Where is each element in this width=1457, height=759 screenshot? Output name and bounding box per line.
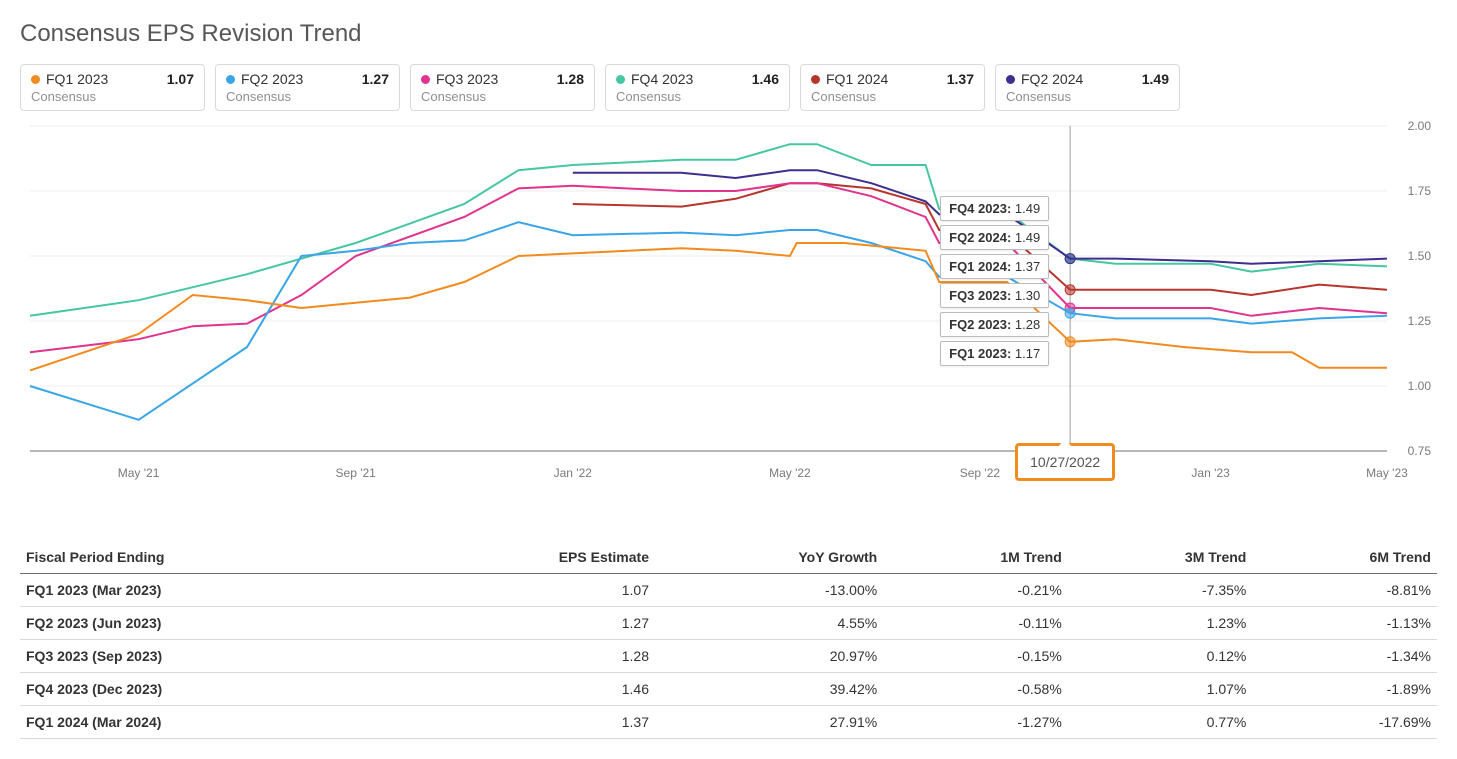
table-cell: -0.11%: [883, 607, 1068, 640]
legend-dot-icon: [31, 75, 40, 84]
legend-dot-icon: [1006, 75, 1015, 84]
legend-sub: Consensus: [616, 89, 779, 104]
table-cell: 1.07: [398, 574, 655, 607]
tooltip-item: FQ2 2023: 1.28: [940, 312, 1049, 337]
svg-text:May '22: May '22: [769, 466, 811, 480]
table-cell: 1.23%: [1068, 607, 1253, 640]
date-callout: 10/27/2022: [1015, 443, 1115, 481]
table-header[interactable]: 6M Trend: [1252, 541, 1437, 574]
table-cell: FQ2 2023 (Jun 2023): [20, 607, 398, 640]
legend-card-2[interactable]: FQ3 2023 1.28 Consensus: [410, 64, 595, 111]
tooltip-group: FQ4 2023: 1.49 FQ2 2024: 1.49 FQ1 2024: 1.…: [940, 196, 1049, 370]
legend-card-0[interactable]: FQ1 2023 1.07 Consensus: [20, 64, 205, 111]
table-row: FQ1 2023 (Mar 2023)1.07-13.00%-0.21%-7.3…: [20, 574, 1437, 607]
legend-sub: Consensus: [811, 89, 974, 104]
table-cell: -1.89%: [1252, 673, 1437, 706]
table-cell: 1.27: [398, 607, 655, 640]
table-container: Fiscal Period EndingEPS EstimateYoY Grow…: [20, 541, 1437, 739]
table-cell: FQ3 2023 (Sep 2023): [20, 640, 398, 673]
table-cell: 4.55%: [655, 607, 883, 640]
table-cell: 1.28: [398, 640, 655, 673]
table-cell: -8.81%: [1252, 574, 1437, 607]
legend-card-1[interactable]: FQ2 2023 1.27 Consensus: [215, 64, 400, 111]
table-row: FQ4 2023 (Dec 2023)1.4639.42%-0.58%1.07%…: [20, 673, 1437, 706]
svg-text:1.50: 1.50: [1408, 249, 1432, 263]
chart-container[interactable]: 0.75 1.00 1.25 1.50 1.75 2.00 May '21 Sep '21 Ja…: [20, 121, 1437, 491]
table-cell: -1.34%: [1252, 640, 1437, 673]
table-cell: -0.58%: [883, 673, 1068, 706]
table-header[interactable]: Fiscal Period Ending: [20, 541, 398, 574]
legend-label: FQ1 2024: [826, 71, 888, 87]
table-row: FQ1 2024 (Mar 2024)1.3727.91%-1.27%0.77%…: [20, 706, 1437, 739]
svg-text:May '23: May '23: [1366, 466, 1408, 480]
svg-text:Jan '22: Jan '22: [554, 466, 593, 480]
legend-label: FQ2 2024: [1021, 71, 1083, 87]
svg-text:1.00: 1.00: [1408, 379, 1432, 393]
table-header[interactable]: 3M Trend: [1068, 541, 1253, 574]
tooltip-item: FQ2 2024: 1.49: [940, 225, 1049, 250]
legend-label: FQ3 2023: [436, 71, 498, 87]
table-cell: 39.42%: [655, 673, 883, 706]
table-cell: FQ4 2023 (Dec 2023): [20, 673, 398, 706]
legend-label: FQ2 2023: [241, 71, 303, 87]
svg-text:1.75: 1.75: [1408, 184, 1432, 198]
table-cell: -13.00%: [655, 574, 883, 607]
legend-card-3[interactable]: FQ4 2023 1.46 Consensus: [605, 64, 790, 111]
svg-text:Sep '21: Sep '21: [336, 466, 377, 480]
table-cell: -1.27%: [883, 706, 1068, 739]
table-cell: 1.07%: [1068, 673, 1253, 706]
table-header[interactable]: 1M Trend: [883, 541, 1068, 574]
legend-value: 1.28: [557, 71, 584, 87]
table-cell: -17.69%: [1252, 706, 1437, 739]
table-cell: 0.12%: [1068, 640, 1253, 673]
legend-card-4[interactable]: FQ1 2024 1.37 Consensus: [800, 64, 985, 111]
tooltip-item: FQ4 2023: 1.49: [940, 196, 1049, 221]
legend-value: 1.37: [947, 71, 974, 87]
table-header[interactable]: EPS Estimate: [398, 541, 655, 574]
svg-text:2.00: 2.00: [1408, 121, 1432, 133]
page-title: Consensus EPS Revision Trend: [20, 20, 1437, 48]
legend-dot-icon: [616, 75, 625, 84]
legend-dot-icon: [226, 75, 235, 84]
tooltip-item: FQ1 2023: 1.17: [940, 341, 1049, 366]
legend-value: 1.07: [167, 71, 194, 87]
legend-card-5[interactable]: FQ2 2024 1.49 Consensus: [995, 64, 1180, 111]
eps-table: Fiscal Period EndingEPS EstimateYoY Grow…: [20, 541, 1437, 739]
legend-sub: Consensus: [421, 89, 584, 104]
svg-text:Jan '23: Jan '23: [1191, 466, 1230, 480]
table-cell: FQ1 2024 (Mar 2024): [20, 706, 398, 739]
svg-text:Sep '22: Sep '22: [960, 466, 1001, 480]
legend-value: 1.46: [752, 71, 779, 87]
table-cell: 27.91%: [655, 706, 883, 739]
legend-dot-icon: [811, 75, 820, 84]
table-cell: 0.77%: [1068, 706, 1253, 739]
table-row: FQ2 2023 (Jun 2023)1.274.55%-0.11%1.23%-…: [20, 607, 1437, 640]
tooltip-item: FQ3 2023: 1.30: [940, 283, 1049, 308]
svg-text:May '21: May '21: [118, 466, 160, 480]
legend-sub: Consensus: [226, 89, 389, 104]
table-cell: -7.35%: [1068, 574, 1253, 607]
table-row: FQ3 2023 (Sep 2023)1.2820.97%-0.15%0.12%…: [20, 640, 1437, 673]
table-cell: 1.46: [398, 673, 655, 706]
table-cell: 1.37: [398, 706, 655, 739]
table-cell: FQ1 2023 (Mar 2023): [20, 574, 398, 607]
table-cell: -0.21%: [883, 574, 1068, 607]
svg-text:0.75: 0.75: [1408, 444, 1432, 458]
legend-sub: Consensus: [1006, 89, 1169, 104]
table-cell: 20.97%: [655, 640, 883, 673]
svg-text:1.25: 1.25: [1408, 314, 1432, 328]
chart-svg: 0.75 1.00 1.25 1.50 1.75 2.00 May '21 Sep '21 Ja…: [20, 121, 1437, 491]
legend-value: 1.27: [362, 71, 389, 87]
legend-sub: Consensus: [31, 89, 194, 104]
table-header[interactable]: YoY Growth: [655, 541, 883, 574]
legend-value: 1.49: [1142, 71, 1169, 87]
legend-label: FQ1 2023: [46, 71, 108, 87]
legend-row: FQ1 2023 1.07 Consensus FQ2 2023 1.27 Consens…: [20, 64, 1437, 111]
legend-dot-icon: [421, 75, 430, 84]
tooltip-item: FQ1 2024: 1.37: [940, 254, 1049, 279]
table-cell: -1.13%: [1252, 607, 1437, 640]
table-cell: -0.15%: [883, 640, 1068, 673]
legend-label: FQ4 2023: [631, 71, 693, 87]
